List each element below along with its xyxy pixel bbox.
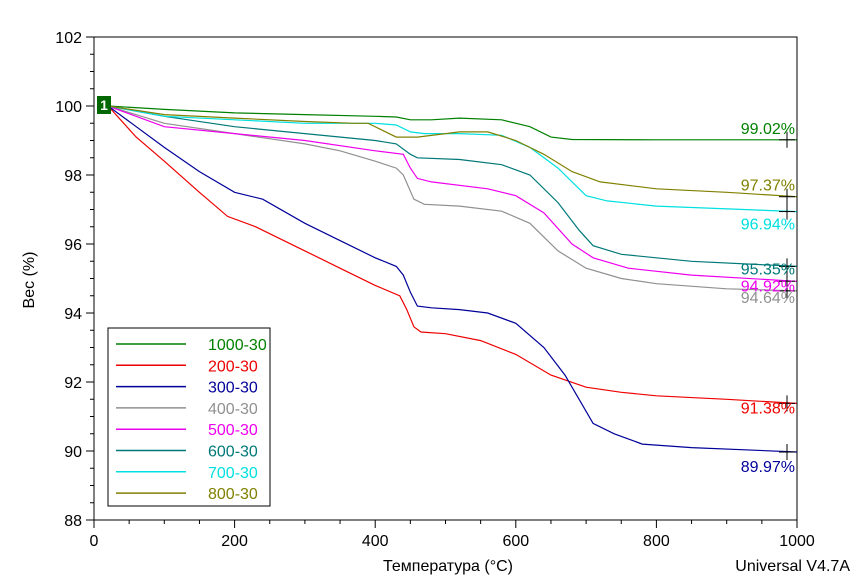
x-axis-title: Температура (°C): [383, 558, 513, 575]
legend-label-200-30: 200-30: [208, 358, 258, 375]
end-label-1000-30: 99.02%: [741, 121, 795, 138]
end-label-700-30: 96.94%: [741, 217, 795, 234]
x-tick-label: 800: [643, 533, 670, 550]
end-label-800-30: 97.37%: [741, 178, 795, 195]
x-tick-label: 200: [221, 533, 248, 550]
end-label-200-30: 91.38%: [741, 400, 795, 417]
x-tick-label: 600: [502, 533, 529, 550]
y-tick-label: 102: [55, 30, 82, 47]
end-label-400-30: 94.64%: [741, 290, 795, 307]
legend-label-800-30: 800-30: [208, 486, 258, 503]
series-line-500-30: [107, 105, 798, 282]
legend-label-300-30: 300-30: [208, 380, 258, 397]
tick-labels: 0 200 400 600 800 1000 88 90 92 94 96 98 100 102: [55, 30, 815, 550]
x-tick-label: 1000: [779, 533, 815, 550]
y-tick-label: 100: [55, 99, 82, 116]
x-tick-label: 400: [362, 533, 389, 550]
end-markers: [779, 131, 795, 461]
legend: 1000-30 200-30 300-30 400-30 500-30 600-30 700…: [107, 327, 271, 507]
y-tick-label: 94: [64, 306, 82, 323]
plot-frame: [93, 36, 798, 521]
end-labels: 99.02% 91.38% 89.97% 94.64%94.92%95.35% 96.9…: [741, 121, 795, 476]
legend-label-500-30: 500-30: [208, 422, 258, 439]
y-tick-label: 92: [64, 375, 82, 392]
end-label-300-30: 89.97%: [741, 459, 795, 476]
y-tick-label: 88: [64, 513, 82, 530]
y-tick-label: 98: [64, 168, 82, 185]
software-version: Universal V4.7A: [735, 558, 850, 575]
legend-label-600-30: 600-30: [208, 444, 258, 461]
legend-box: [107, 327, 271, 507]
series-line-600-30: [107, 105, 798, 267]
start-marker-label: 1: [100, 97, 108, 113]
axis-ticks: [86, 36, 798, 528]
series-line-800-30: [108, 105, 798, 198]
y-axis-title: Вес (%): [21, 252, 38, 309]
series-line-1000-30: [108, 105, 797, 141]
series-lines: [107, 105, 798, 453]
x-tick-label: 0: [90, 533, 99, 550]
end-label-600-30: 95.35%: [741, 261, 795, 278]
legend-label-700-30: 700-30: [208, 465, 258, 482]
end-label-500-30: 94.92%: [741, 278, 795, 295]
legend-label-400-30: 400-30: [208, 401, 258, 418]
series-line-200-30: [107, 105, 798, 404]
start-marker: 1: [97, 96, 111, 114]
series-line-300-30: [107, 105, 798, 453]
y-tick-label: 96: [64, 237, 82, 254]
legend-label-1000-30: 1000-30: [208, 337, 267, 354]
series-line-400-30: [107, 105, 798, 292]
y-tick-label: 90: [64, 444, 82, 461]
